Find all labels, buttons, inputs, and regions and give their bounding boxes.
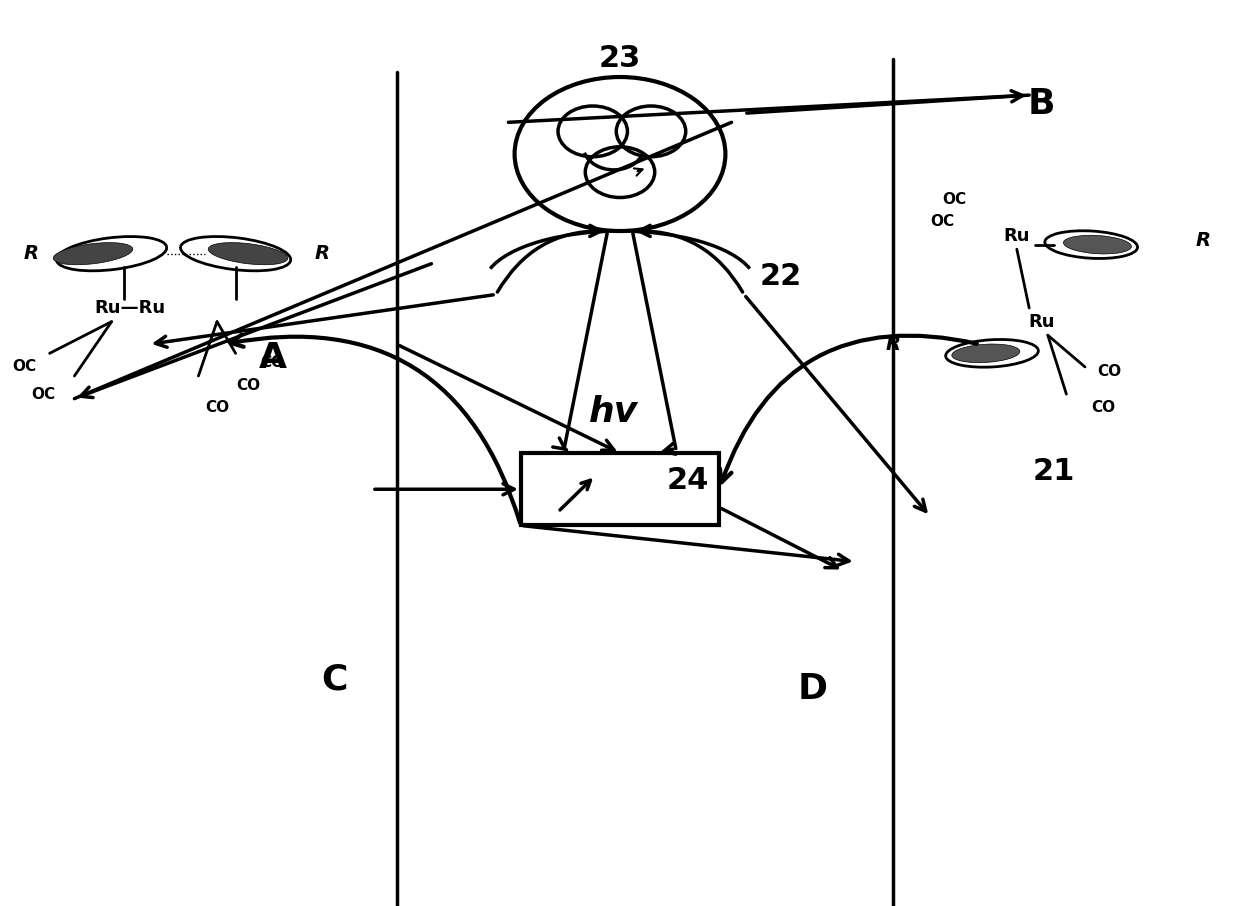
Text: CO: CO <box>1091 400 1116 415</box>
Text: Ru: Ru <box>1003 226 1030 245</box>
Text: R: R <box>1195 231 1210 249</box>
Text: R: R <box>24 245 38 263</box>
Ellipse shape <box>1064 236 1131 254</box>
Text: OC: OC <box>31 387 56 401</box>
Text: Ru—Ru: Ru—Ru <box>94 299 166 317</box>
Text: OC: OC <box>12 360 37 374</box>
Text: 21: 21 <box>1033 457 1075 486</box>
Bar <box>521 453 719 525</box>
Text: 23: 23 <box>599 44 641 73</box>
Text: 22: 22 <box>760 262 802 291</box>
Text: B: B <box>1028 87 1055 121</box>
Text: OC: OC <box>930 215 955 229</box>
Text: hv: hv <box>589 395 639 429</box>
Text: D: D <box>797 671 827 706</box>
Ellipse shape <box>208 243 288 265</box>
Text: Ru: Ru <box>1028 313 1055 331</box>
Ellipse shape <box>952 344 1019 362</box>
Text: A: A <box>259 341 286 375</box>
Ellipse shape <box>53 243 133 265</box>
Text: CO: CO <box>1097 364 1122 379</box>
Text: R: R <box>315 245 330 263</box>
Text: 24: 24 <box>667 466 709 495</box>
Text: CO: CO <box>205 400 229 415</box>
Text: OC: OC <box>942 192 967 207</box>
Text: CO: CO <box>236 378 260 392</box>
Text: R: R <box>885 335 900 353</box>
Text: CO: CO <box>260 355 285 370</box>
Text: C: C <box>321 662 348 697</box>
